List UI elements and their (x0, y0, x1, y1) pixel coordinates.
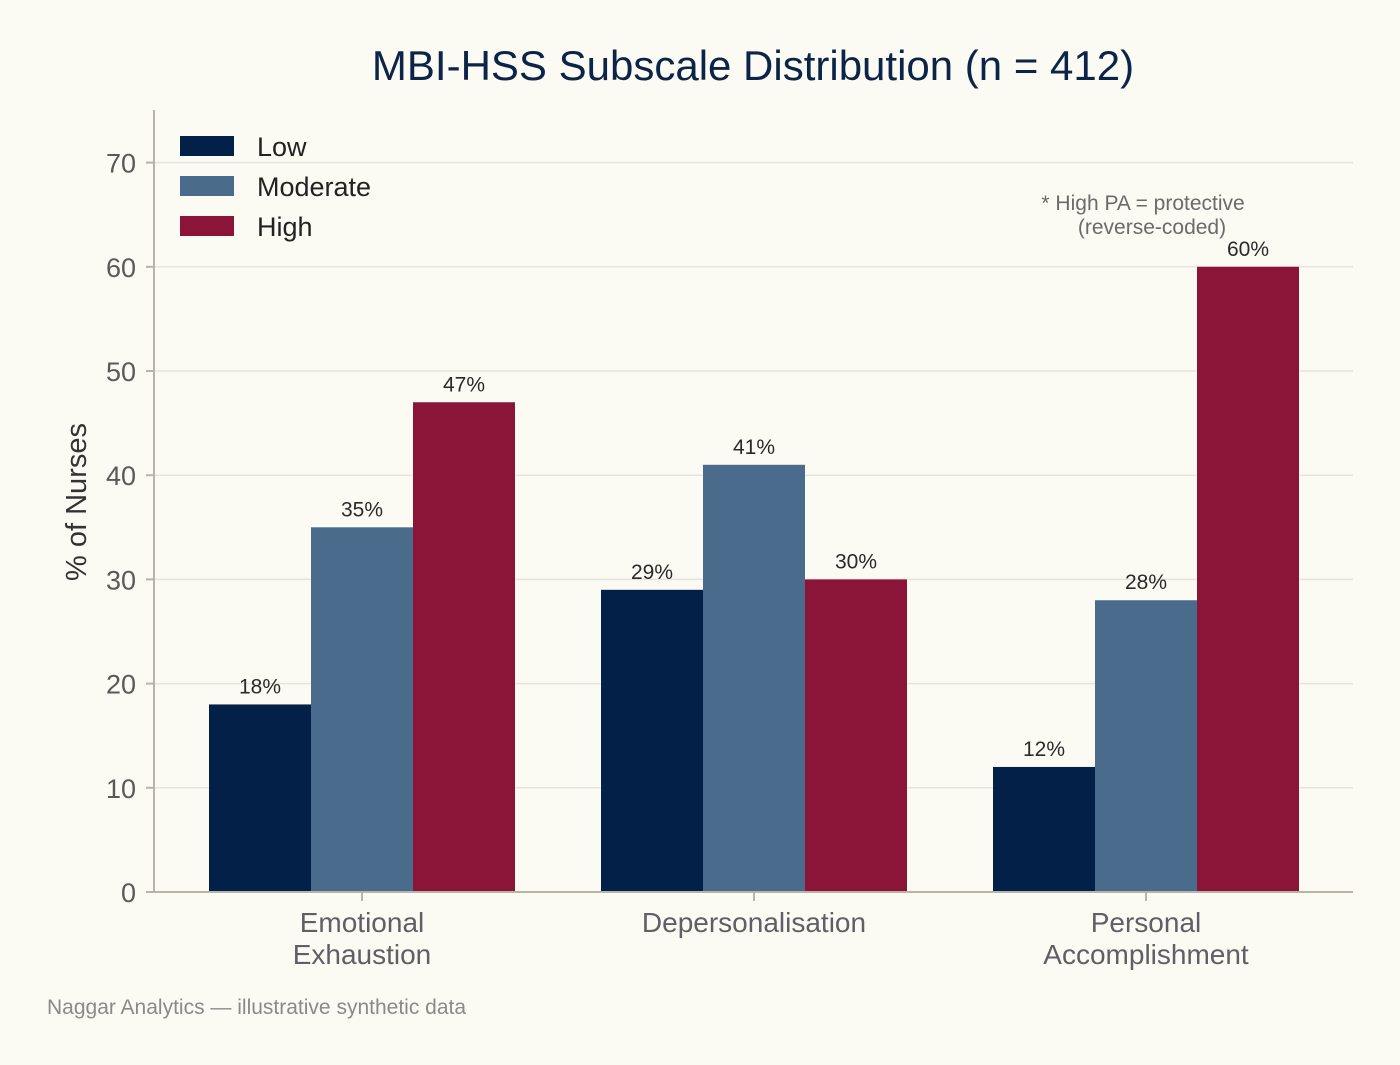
annotation-line-1: * High PA = protective (1041, 192, 1244, 215)
x-category-line: Personal (1091, 907, 1202, 938)
y-tick-label-20: 20 (106, 670, 136, 700)
x-category-label-0: Emotional Exhaustion (293, 907, 432, 970)
legend-label-low: Low (257, 132, 307, 162)
chart-title: MBI-HSS Subscale Distribution (n = 412) (372, 42, 1134, 89)
y-tick-label-40: 40 (106, 461, 136, 491)
legend-swatch-high (180, 216, 234, 236)
bar-moderate-0 (311, 527, 413, 892)
y-axis-label: % of Nurses (61, 423, 93, 581)
legend-label-high: High (257, 212, 313, 242)
y-tick-label-0: 0 (121, 878, 136, 908)
bar-high-0 (413, 402, 515, 892)
legend-swatch-moderate (180, 176, 234, 196)
data-label-low-1: 29% (631, 561, 673, 584)
data-label-low-2: 12% (1023, 738, 1065, 761)
annotation-line-2: (reverse-coded) (1078, 216, 1226, 239)
footer-note: Naggar Analytics — illustrative syntheti… (47, 996, 466, 1019)
data-label-high-1: 30% (835, 550, 877, 573)
data-label-high-0: 47% (443, 373, 485, 396)
legend-label-moderate: Moderate (257, 172, 371, 202)
data-label-low-0: 18% (239, 675, 281, 698)
bar-low-1 (601, 589, 703, 892)
data-label-moderate-1: 41% (733, 436, 775, 459)
x-category-line: Accomplishment (1043, 939, 1249, 970)
x-category-label-1: Depersonalisation (642, 907, 866, 938)
x-category-line: Depersonalisation (642, 907, 866, 938)
y-tick-label-60: 60 (106, 253, 136, 283)
x-category-line: Emotional (300, 907, 425, 938)
data-label-moderate-2: 28% (1125, 571, 1167, 594)
annotation-note: * High PA = protective (reverse-coded) (1041, 192, 1250, 239)
y-tick-label-10: 10 (106, 774, 136, 804)
data-labels: 18% 35% 47% 29% 41% 30% 12% 28% 60% (239, 238, 1269, 761)
bar-high-1 (805, 579, 907, 892)
bar-low-0 (209, 704, 311, 892)
data-label-moderate-0: 35% (341, 498, 383, 521)
x-category-line: Exhaustion (293, 939, 432, 970)
axes: 0 10 20 30 40 50 60 70 Emotional Exhaustion Depers… (106, 110, 1353, 970)
legend: Low Moderate High (180, 132, 371, 242)
y-tick-label-30: 30 (106, 565, 136, 595)
data-label-high-2: 60% (1227, 238, 1269, 261)
y-tick-label-70: 70 (106, 149, 136, 179)
y-tick-label-50: 50 (106, 357, 136, 387)
bars (209, 266, 1299, 892)
x-category-label-2: Personal Accomplishment (1043, 907, 1249, 970)
legend-swatch-low (180, 136, 234, 156)
bar-moderate-2 (1095, 600, 1197, 892)
bar-moderate-1 (703, 464, 805, 892)
bar-low-2 (993, 766, 1095, 892)
bar-high-2 (1197, 266, 1299, 892)
